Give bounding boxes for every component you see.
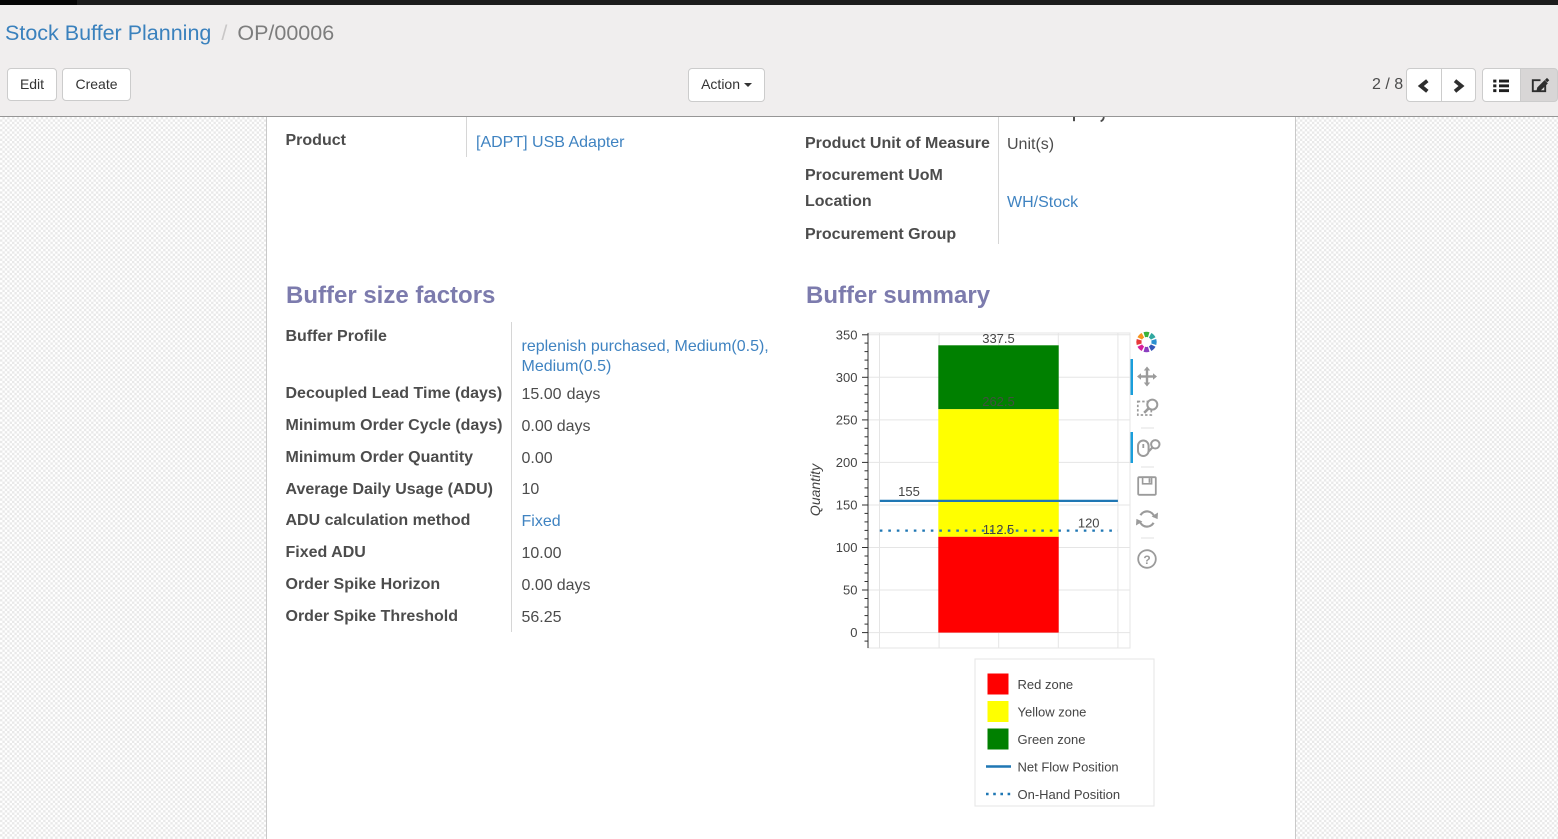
svg-text:300: 300 <box>836 370 858 385</box>
svg-text:112.5: 112.5 <box>983 522 1015 537</box>
svg-text:120: 120 <box>1078 516 1100 531</box>
svg-text:155: 155 <box>898 484 920 499</box>
svg-text:Quantity: Quantity <box>807 463 823 516</box>
svg-text:?: ? <box>1143 553 1150 567</box>
svg-text:100: 100 <box>836 540 858 555</box>
svg-text:Net Flow Position: Net Flow Position <box>1018 760 1119 775</box>
svg-text:0: 0 <box>850 625 857 640</box>
svg-text:337.5: 337.5 <box>982 331 1015 346</box>
svg-text:262.5: 262.5 <box>982 394 1015 409</box>
svg-text:150: 150 <box>836 498 858 513</box>
svg-text:250: 250 <box>836 412 858 427</box>
svg-text:Yellow zone: Yellow zone <box>1018 705 1087 720</box>
svg-text:350: 350 <box>836 327 858 342</box>
svg-text:50: 50 <box>843 583 857 598</box>
svg-text:On-Hand Position: On-Hand Position <box>1018 787 1121 802</box>
svg-text:200: 200 <box>836 455 858 470</box>
svg-text:Green zone: Green zone <box>1018 732 1086 747</box>
svg-text:Red zone: Red zone <box>1018 677 1074 692</box>
